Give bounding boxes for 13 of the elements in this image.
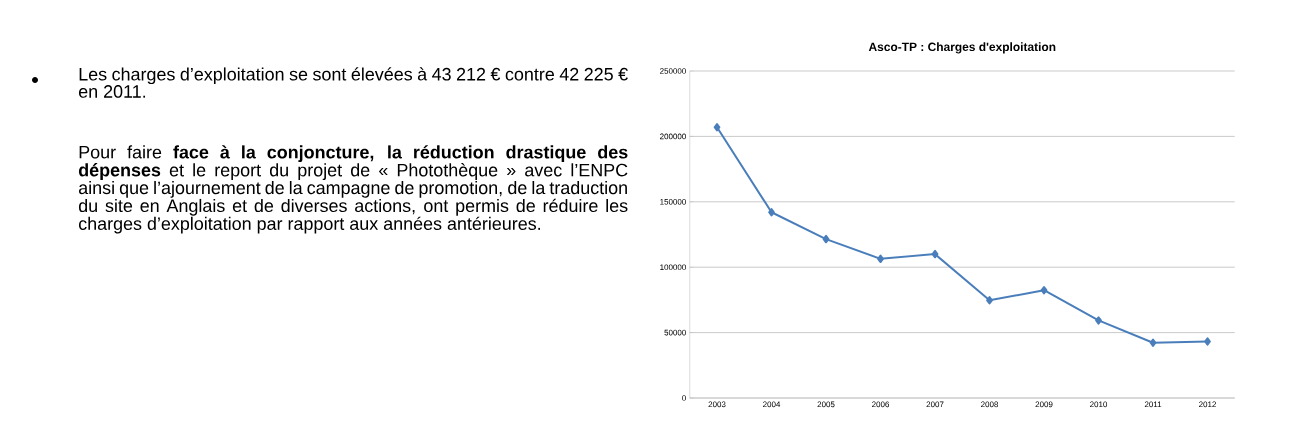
point — [1149, 338, 1157, 347]
point — [931, 249, 939, 259]
point — [713, 123, 721, 132]
point — [822, 234, 830, 244]
point — [1095, 316, 1102, 325]
text: Pour faire face à la conjoncture, la réduction drastique des dépenses et le report du projet de « Photothèque » avec l’ENPC ainsi que l’ajournement de la campagne de promotion, de la traduction du site en Anglais et de diverses actions, ont permis de réduire les charges d’exploitation par rapport aux années antérieures. — [78, 145, 628, 234]
chart-title: Asco-TP : Charges d'exploitation — [868, 42, 1056, 54]
text: Les charges d’exploitation se sont élevées à 43 212 € contre 42 225 € en 2011. — [78, 67, 628, 98]
point — [986, 296, 993, 305]
point — [768, 208, 775, 217]
point — [1040, 286, 1048, 295]
point — [877, 254, 884, 264]
point — [1204, 337, 1211, 346]
